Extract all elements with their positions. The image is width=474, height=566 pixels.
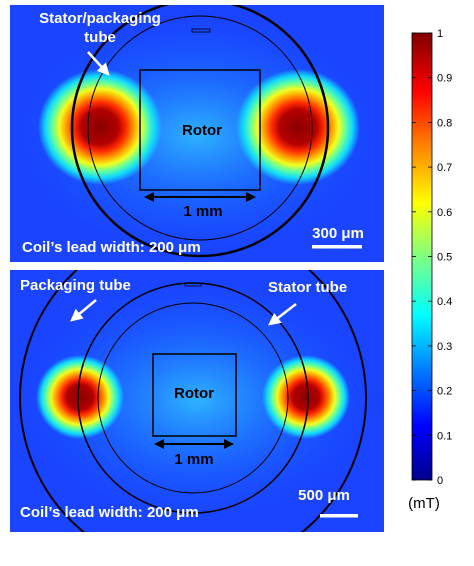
- rotor-label: Rotor: [182, 122, 222, 139]
- colorbar-tick-label: 0.5: [437, 252, 452, 264]
- packaging-arrow: [70, 299, 97, 322]
- coil-lead: [184, 282, 202, 287]
- stator-label-line1: Stator/packaging: [39, 10, 161, 27]
- packaging-tube: [19, 270, 367, 532]
- colorbar-tick-label: 0.8: [437, 117, 452, 129]
- colorbar-tick-label: 0.6: [437, 207, 452, 219]
- packaging-label: Packaging tube: [20, 277, 131, 294]
- hotspot-left: [38, 69, 162, 185]
- colorbar-unit: (mT): [408, 495, 440, 512]
- stator-packaging-tube-outer: [70, 5, 330, 258]
- lead-width-label: Coil’s lead width: 200 μm: [20, 504, 199, 521]
- stator-packaging-tube-inner: [87, 15, 313, 241]
- scale-bar-label: 300 μm: [312, 225, 364, 242]
- colorbar-tick-label: 0.3: [437, 341, 452, 353]
- colorbar-tick-label: 1: [437, 28, 443, 40]
- rotor-label: Rotor: [174, 385, 214, 402]
- top-panel: Stator/packaging tube Rotor 1 mm Coil’s …: [10, 5, 384, 262]
- dimension-label: 1 mm: [174, 451, 213, 468]
- hotspot-right: [262, 355, 350, 439]
- colorbar: 0 0.1 0.2 0.3 0.4 0.5 0.6 0.7 0.8 0.9 1 (mT): [408, 28, 452, 512]
- colorbar-tick-label: 0.9: [437, 73, 452, 85]
- dimension-label: 1 mm: [183, 203, 222, 220]
- scale-bar: [320, 514, 358, 518]
- colorbar-tick-label: 0: [437, 475, 443, 487]
- colorbar-tick-label: 0.1: [437, 430, 452, 442]
- stator-label-line2: tube: [84, 29, 116, 46]
- lead-width-label: Coil’s lead width: 200 μm: [22, 239, 201, 256]
- stator-arrow: [268, 303, 297, 326]
- rotor-outline: [139, 69, 261, 191]
- colorbar-tick-label: 0.7: [437, 162, 452, 174]
- colorbar-tick-label: 0.2: [437, 386, 452, 398]
- coil-lead: [191, 28, 211, 33]
- hotspot-right: [236, 69, 360, 185]
- scale-bar: [312, 245, 362, 249]
- stator-label: Stator tube: [268, 279, 347, 296]
- rotor-outline: [152, 353, 237, 437]
- colorbar-tick-label: 0.4: [437, 296, 452, 308]
- scale-bar-label: 500 μm: [298, 487, 350, 504]
- stator-tube-inner: [97, 302, 289, 494]
- hotspot-left: [36, 355, 124, 439]
- stator-arrow: [87, 51, 110, 76]
- bottom-panel: Packaging tube Stator tube Rotor 1 mm Co…: [10, 270, 384, 532]
- field-glow: [22, 280, 372, 520]
- colorbar-ticks: 0 0.1 0.2 0.3 0.4 0.5 0.6 0.7 0.8 0.9 1: [412, 28, 452, 487]
